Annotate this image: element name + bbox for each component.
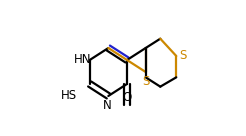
- Text: HS: HS: [61, 89, 77, 103]
- Text: O: O: [122, 92, 132, 104]
- Text: HN: HN: [74, 53, 91, 66]
- Text: S: S: [143, 75, 150, 89]
- Text: N: N: [103, 99, 112, 112]
- Text: S: S: [179, 49, 187, 62]
